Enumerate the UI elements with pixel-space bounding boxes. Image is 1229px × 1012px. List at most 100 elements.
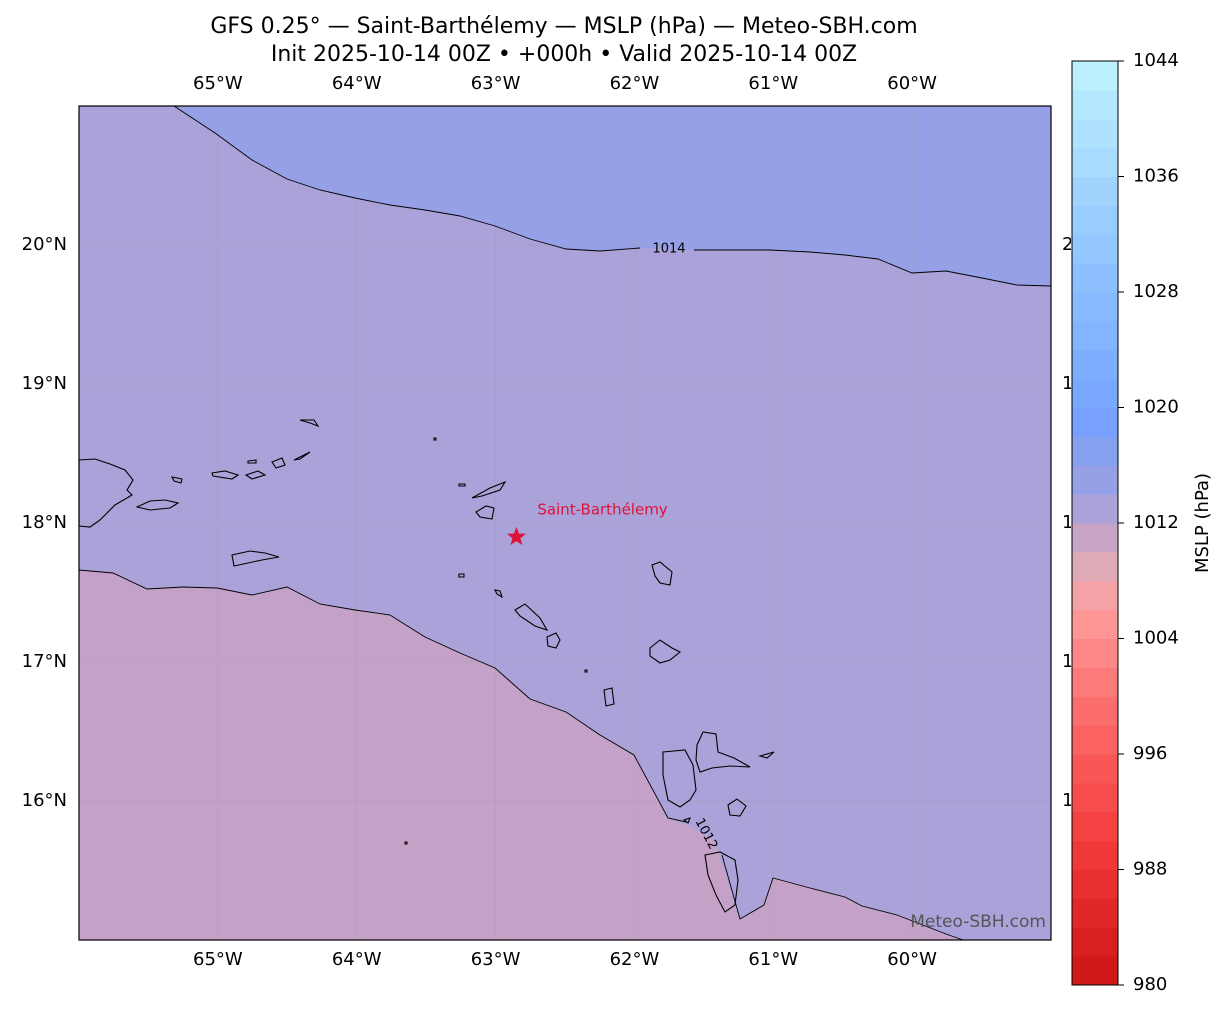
coastline	[682, 817, 691, 824]
y-tick-label: 17°N	[22, 651, 67, 672]
x-tick-label: 63°W	[471, 949, 521, 970]
colorbar-band	[1072, 176, 1118, 206]
x-tick-label: 64°W	[332, 73, 382, 94]
subtitle: Init 2025-10-14 00Z • +000h • Valid 2025…	[271, 42, 857, 67]
x-tick-label: 60°W	[887, 73, 937, 94]
coastline	[433, 437, 437, 441]
colorbar-tick-label: 996	[1133, 743, 1167, 764]
x-tick-label: 62°W	[610, 949, 660, 970]
coastline	[727, 798, 747, 817]
contour-label: 1014	[652, 242, 685, 257]
colorbar-band	[1072, 61, 1118, 91]
colorbar-band	[1072, 956, 1118, 986]
colorbar-band	[1072, 147, 1118, 177]
x-tick-label: 64°W	[332, 949, 382, 970]
y-tick-label: 19°N	[22, 373, 67, 394]
colorbar-band	[1072, 436, 1118, 466]
colorbar-tick-label: 1020	[1133, 397, 1179, 418]
colorbar-tick-label: 1036	[1133, 166, 1179, 187]
coastlines	[78, 419, 775, 913]
x-tick-label: 60°W	[887, 949, 937, 970]
coastline	[475, 505, 495, 520]
watermark: Meteo-SBH.com	[910, 912, 1046, 932]
coastline	[704, 851, 739, 913]
colorbar-band	[1072, 638, 1118, 668]
location-marker	[506, 526, 526, 545]
colorbar-band	[1072, 580, 1118, 611]
colorbar-tick-label: 980	[1133, 974, 1167, 995]
x-tick-label: 65°W	[193, 949, 243, 970]
y-tick-label: 18°N	[22, 512, 67, 533]
colorbar-band	[1072, 349, 1118, 380]
colorbar-tick-label: 1004	[1133, 628, 1179, 649]
colorbar-band	[1072, 378, 1118, 408]
coastline	[458, 483, 466, 487]
coastline	[546, 632, 561, 649]
coastline	[494, 589, 503, 599]
coastline	[584, 669, 588, 673]
colorbar-band	[1072, 292, 1118, 322]
colorbar-band	[1072, 782, 1118, 813]
map-frame	[78, 105, 1052, 941]
x-tick-label: 62°W	[610, 73, 660, 94]
colorbar-tick-label: 988	[1133, 859, 1167, 880]
x-tick-label: 61°W	[748, 73, 798, 94]
x-tick-label: 65°W	[193, 73, 243, 94]
y-tick-label: 20°N	[22, 234, 67, 255]
colorbar-band	[1072, 927, 1118, 957]
location-label: Saint-Barthélemy	[537, 500, 667, 518]
coastline	[247, 459, 257, 464]
coastline	[757, 751, 775, 759]
coastline	[299, 419, 320, 428]
coastline	[404, 841, 408, 845]
contour-line	[721, 854, 964, 941]
colorbar-band	[1072, 407, 1118, 437]
colorbar-band	[1072, 494, 1118, 524]
colorbar-band	[1072, 898, 1118, 928]
coastline	[458, 573, 465, 578]
x-tick-label: 63°W	[471, 73, 521, 94]
colorbar-band	[1072, 840, 1118, 870]
colorbar-band	[1072, 465, 1118, 495]
coastline	[471, 480, 507, 499]
coastline	[211, 470, 240, 480]
coastline	[293, 451, 311, 461]
colorbar-band	[1072, 118, 1118, 149]
coastline	[514, 603, 549, 631]
colorbar-band	[1072, 696, 1118, 726]
colorbar-band	[1072, 320, 1118, 351]
colorbar-band	[1072, 869, 1118, 899]
colorbar-band	[1072, 609, 1118, 639]
coastline	[603, 687, 615, 707]
x-tick-label: 61°W	[748, 949, 798, 970]
colorbar-band	[1072, 667, 1118, 697]
colorbar-band	[1072, 811, 1118, 842]
pressure-band	[174, 106, 1051, 286]
pressure-band	[79, 570, 963, 940]
colorbar-tick-label: 1012	[1133, 512, 1179, 533]
y-tick-label: 16°N	[22, 790, 67, 811]
coastline	[231, 550, 280, 567]
colorbar-band	[1072, 754, 1118, 784]
coastline	[651, 561, 673, 586]
contour-line	[173, 105, 641, 252]
coastline	[649, 639, 682, 664]
map-area: 1014 1012 Meteo-SBH.com	[78, 105, 1052, 941]
title: GFS 0.25° — Saint-Barthélemy — MSLP (hPa…	[210, 14, 917, 39]
colorbar-label: MSLP (hPa)	[1192, 473, 1213, 573]
contour-line	[694, 249, 1052, 287]
coastline	[695, 731, 751, 773]
colorbar-band	[1072, 234, 1118, 264]
colorbar-band	[1072, 205, 1118, 235]
coastline	[171, 476, 183, 484]
colorbar-band	[1072, 263, 1118, 293]
coastline	[662, 749, 697, 808]
colorbar-tick-label: 1044	[1133, 50, 1179, 71]
colorbar-band	[1072, 725, 1118, 755]
colorbar-band	[1072, 551, 1118, 582]
colorbar-band	[1072, 89, 1118, 120]
coastline	[135, 499, 180, 511]
colorbar-tick-label: 1028	[1133, 281, 1179, 302]
contour-line	[78, 569, 687, 823]
